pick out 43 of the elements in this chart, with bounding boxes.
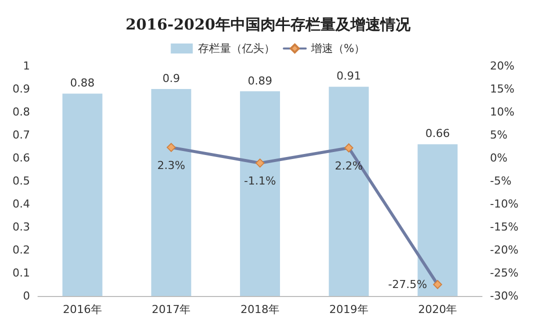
data-label: 2.3% [157, 158, 186, 172]
chart-title: 2016-2020年中国肉牛存栏量及增速情况 [126, 16, 412, 34]
data-label: -1.1% [244, 174, 276, 188]
y2-tick-label: -10% [490, 198, 518, 210]
bar [62, 94, 102, 296]
x-tick-label: 2016年 [62, 303, 102, 316]
x-tick-label: 2018年 [240, 303, 280, 316]
data-label: 0.88 [70, 76, 95, 90]
bar [328, 86, 369, 296]
x-tick-label: 2020年 [418, 303, 458, 316]
y-tick-label: 0.5 [12, 174, 30, 188]
y-tick-label: 1 [23, 60, 30, 72]
y2-tick-label: -30% [490, 290, 518, 302]
y-tick-label: 0.8 [12, 106, 30, 118]
data-label: 0.89 [248, 74, 272, 88]
data-label: 0.9 [162, 72, 180, 85]
y2-tick-label: -5% [490, 174, 512, 188]
x-tick-label: 2017年 [152, 303, 191, 316]
y-tick-label: 0.4 [12, 198, 30, 210]
y-tick-label: 0.7 [12, 128, 30, 142]
y-tick-label: 0 [23, 290, 30, 302]
y2-tick-label: -20% [490, 244, 518, 256]
y2-tick-label: 5% [490, 128, 508, 142]
y2-tick-label: -25% [490, 266, 518, 280]
y2-tick-label: 20% [490, 60, 514, 72]
y2-tick-label: 10% [490, 106, 514, 118]
y2-tick-label: 15% [490, 82, 514, 96]
data-label: 2.2% [334, 159, 363, 172]
y2-tick-label: -15% [490, 220, 518, 234]
y2-tick-label: 0% [490, 152, 508, 164]
y-tick-label: 0.2 [12, 244, 30, 256]
legend-label: 增速（%） [310, 42, 366, 55]
y-tick-label: 0.6 [12, 152, 30, 164]
data-label: 0.66 [425, 127, 450, 140]
y-tick-label: 0.9 [12, 82, 30, 96]
data-label: -27.5% [388, 278, 428, 291]
data-label: 0.91 [336, 70, 362, 83]
y-tick-label: 0.3 [12, 220, 30, 234]
bar [151, 89, 192, 296]
y-tick-label: 0.1 [12, 266, 30, 280]
bar [240, 91, 280, 296]
legend-label: 存栏量（亿头） [198, 42, 275, 55]
x-tick-label: 2019年 [329, 303, 368, 316]
